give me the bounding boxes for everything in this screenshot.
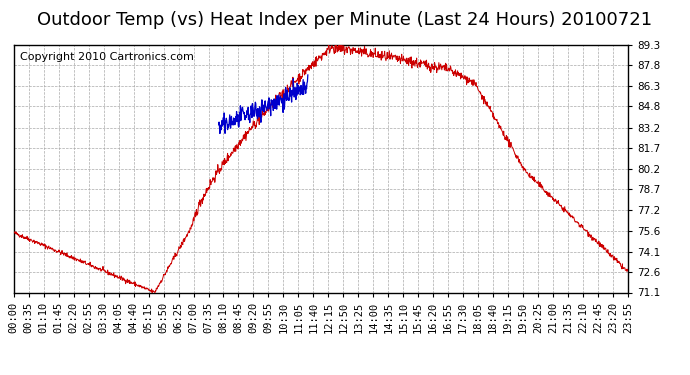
Text: Copyright 2010 Cartronics.com: Copyright 2010 Cartronics.com	[20, 53, 194, 62]
Text: Outdoor Temp (vs) Heat Index per Minute (Last 24 Hours) 20100721: Outdoor Temp (vs) Heat Index per Minute …	[37, 11, 653, 29]
